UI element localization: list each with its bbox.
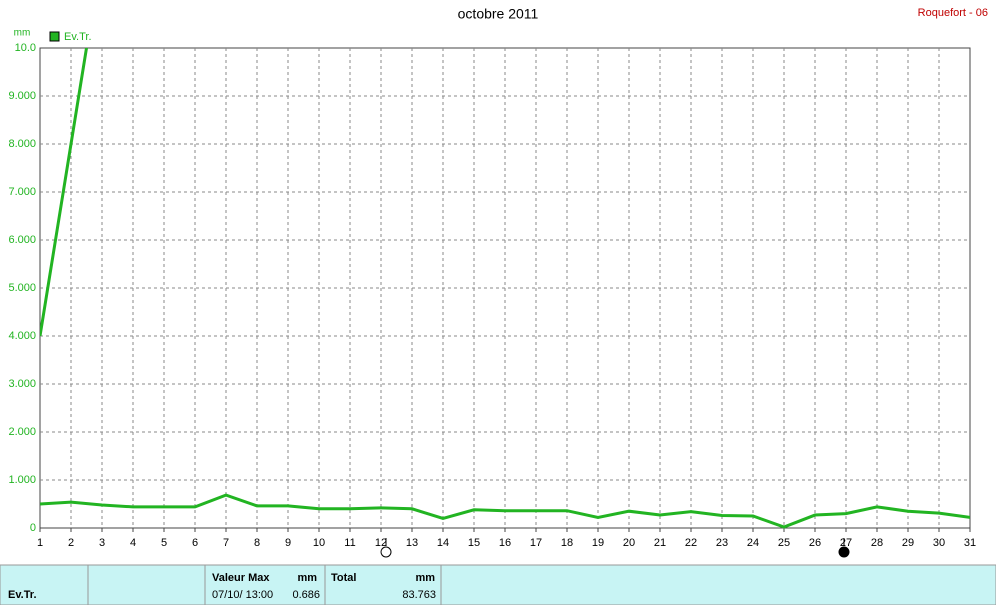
y-tick-label: 4.000 bbox=[8, 330, 36, 342]
x-tick-label: 21 bbox=[654, 537, 666, 549]
x-tick-label: 26 bbox=[809, 537, 821, 549]
y-tick-label: 8.000 bbox=[8, 138, 36, 150]
summary-panel: Ev.Tr. Valeur Max mm 07/10/ 13:00 0.686 … bbox=[0, 564, 996, 605]
series-line bbox=[40, 48, 89, 337]
x-tick-label: 3 bbox=[99, 537, 105, 549]
station-label: Roquefort - 06 bbox=[918, 7, 988, 19]
max-date: 07/10/ 13:00 bbox=[212, 589, 273, 601]
summary-bg bbox=[0, 564, 996, 605]
x-tick-label: 28 bbox=[871, 537, 883, 549]
x-tick-label: 13 bbox=[406, 537, 418, 549]
x-tick-label: 24 bbox=[747, 537, 759, 549]
moon-new bbox=[380, 546, 392, 558]
x-tick-label: 11 bbox=[344, 537, 355, 549]
legend-swatch bbox=[49, 31, 60, 42]
y-tick-label: 7.000 bbox=[8, 186, 36, 198]
total-value: 83.763 bbox=[402, 589, 436, 601]
y-tick-label: 3.000 bbox=[8, 378, 36, 390]
series-line bbox=[40, 493, 970, 529]
x-tick-label: 25 bbox=[778, 537, 790, 549]
moon-full bbox=[838, 546, 850, 558]
legend-label: Ev.Tr. bbox=[64, 31, 92, 43]
x-tick-label: 27 bbox=[840, 537, 852, 549]
x-tick-label: 23 bbox=[716, 537, 728, 549]
x-tick-label: 22 bbox=[685, 537, 697, 549]
x-tick-label: 20 bbox=[623, 537, 635, 549]
x-tick-label: 1 bbox=[37, 537, 43, 549]
x-tick-label: 8 bbox=[254, 537, 260, 549]
x-tick-label: 4 bbox=[130, 537, 136, 549]
y-tick-label: 10.0 bbox=[15, 42, 36, 54]
x-tick-label: 10 bbox=[313, 537, 325, 549]
chart-title: octobre 2011 bbox=[458, 6, 539, 22]
x-tick-label: 30 bbox=[933, 537, 945, 549]
row-label: Ev.Tr. bbox=[8, 589, 37, 601]
x-tick-label: 12 bbox=[375, 537, 387, 549]
y-tick-label: 2.000 bbox=[8, 426, 36, 438]
max-unit: mm bbox=[297, 572, 317, 584]
x-tick-label: 29 bbox=[902, 537, 914, 549]
total-unit: mm bbox=[415, 572, 435, 584]
y-tick-label: 6.000 bbox=[8, 234, 36, 246]
y-tick-label: 9.000 bbox=[8, 90, 36, 102]
x-tick-label: 14 bbox=[437, 537, 449, 549]
y-tick-label: 0 bbox=[30, 522, 36, 534]
x-tick-label: 31 bbox=[964, 537, 976, 549]
x-tick-label: 7 bbox=[223, 537, 229, 549]
y-tick-label: 5.000 bbox=[8, 282, 36, 294]
x-tick-label: 18 bbox=[561, 537, 573, 549]
y-unit: mm bbox=[14, 28, 31, 39]
total-header: Total bbox=[331, 572, 356, 584]
x-tick-label: 5 bbox=[161, 537, 167, 549]
x-tick-label: 19 bbox=[592, 537, 604, 549]
x-tick-label: 9 bbox=[285, 537, 291, 549]
x-tick-label: 17 bbox=[530, 537, 542, 549]
max-value: 0.686 bbox=[292, 589, 320, 601]
max-header: Valeur Max bbox=[212, 572, 270, 584]
x-tick-label: 15 bbox=[468, 537, 480, 549]
x-tick-label: 16 bbox=[499, 537, 511, 549]
y-tick-label: 1.000 bbox=[8, 474, 36, 486]
x-tick-label: 6 bbox=[192, 537, 198, 549]
x-tick-label: 2 bbox=[68, 537, 74, 549]
